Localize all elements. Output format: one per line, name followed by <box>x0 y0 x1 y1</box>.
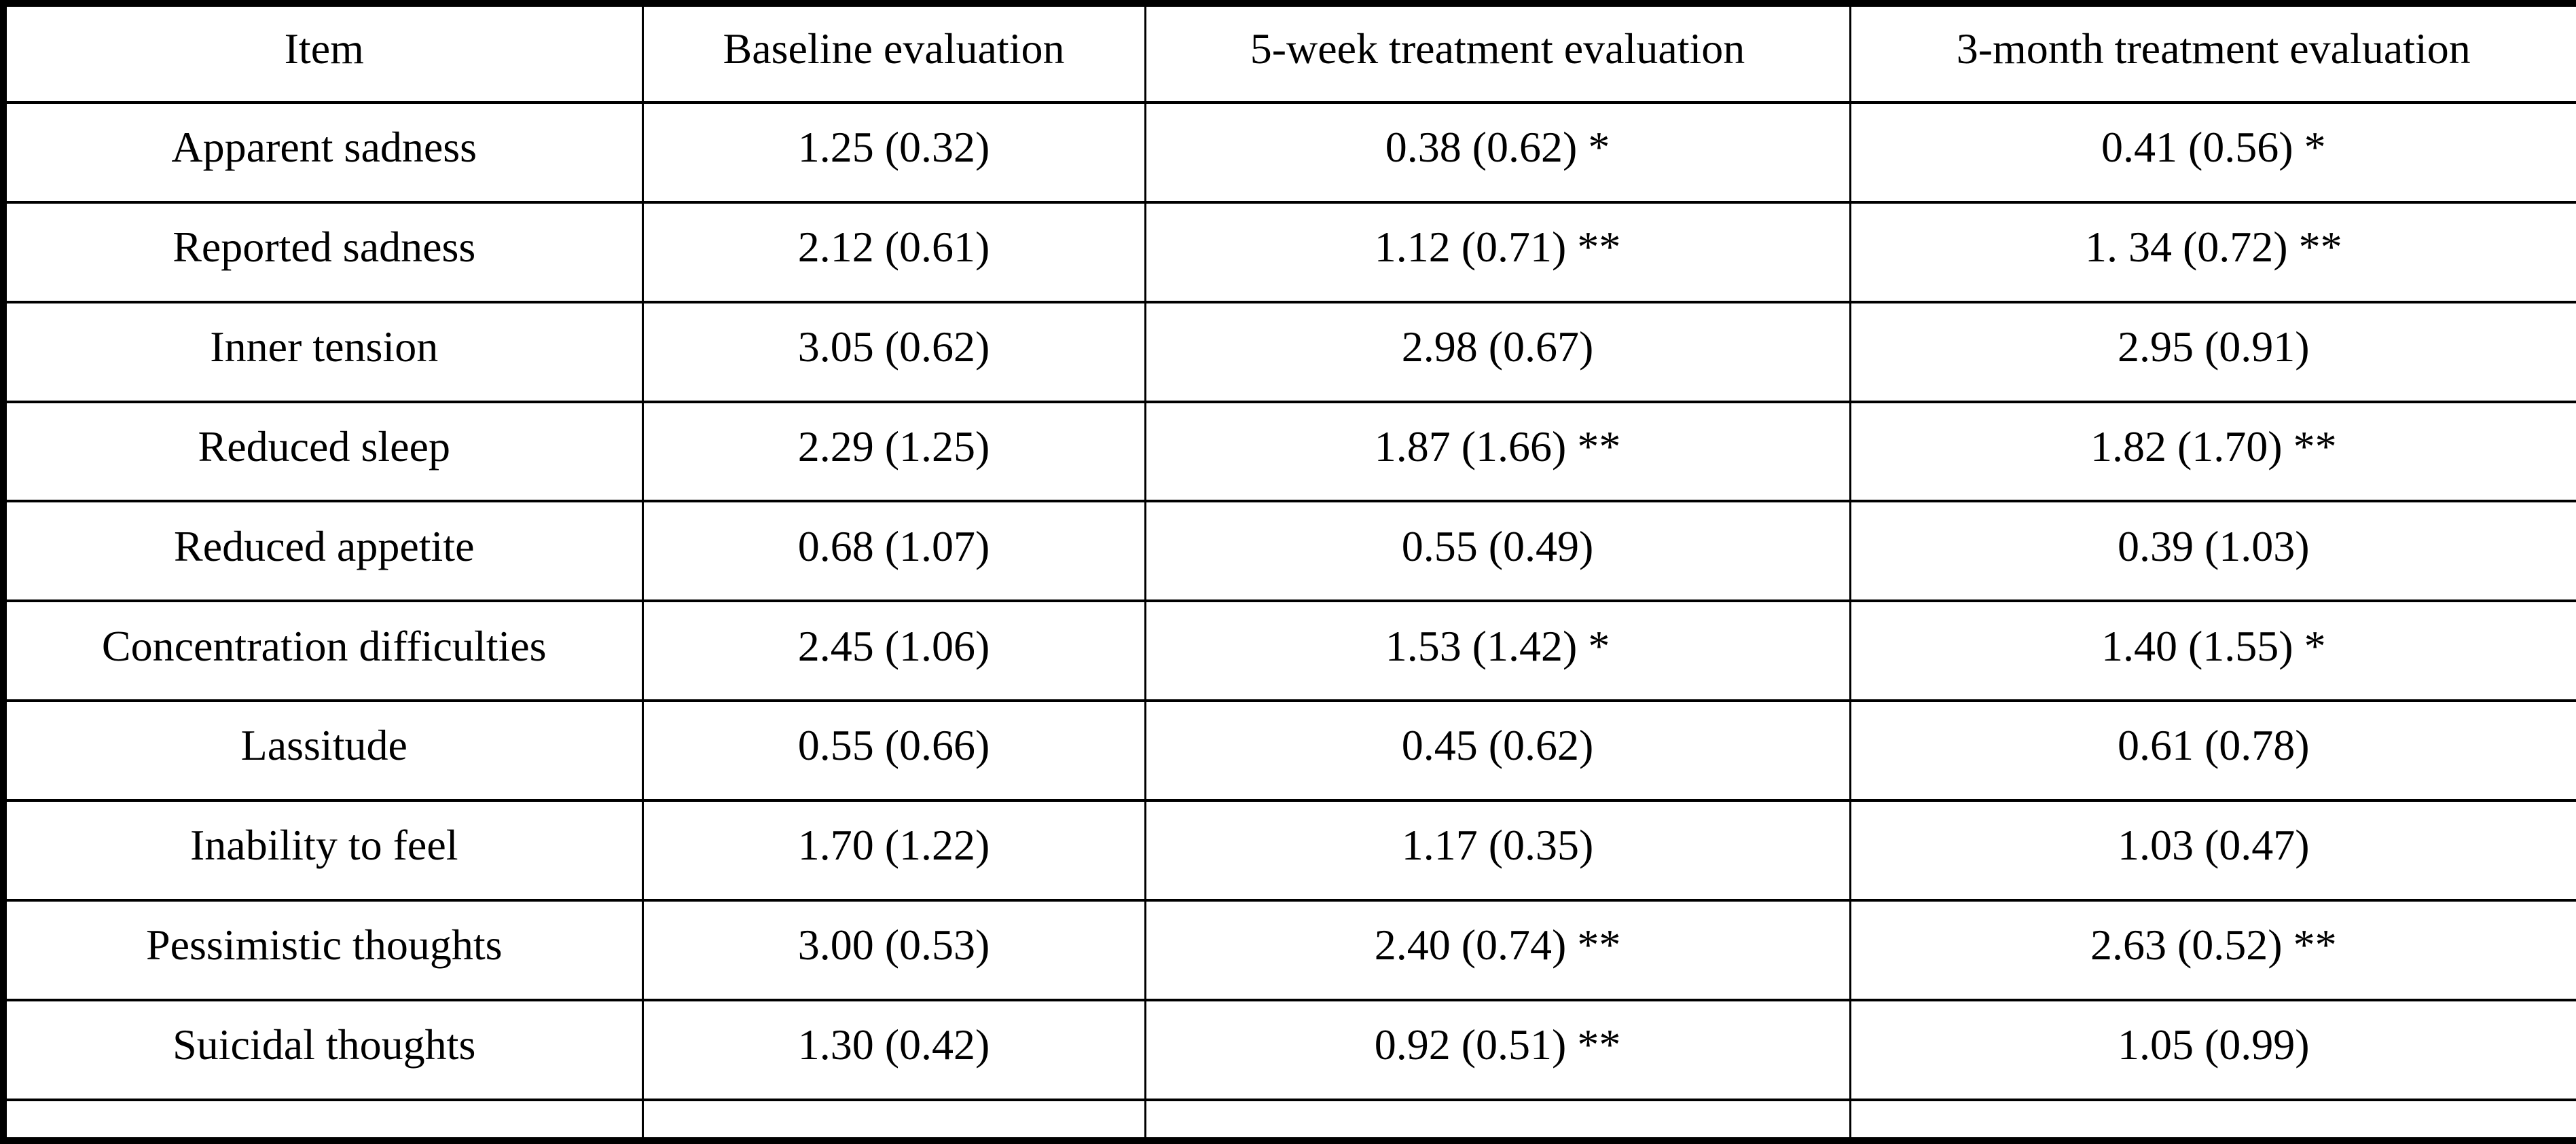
column-header-item: Item <box>2 2 644 104</box>
week5-cell: 0.45 (0.62) <box>1144 699 1851 802</box>
baseline-cell: 1.70 (1.22) <box>641 799 1146 902</box>
item-cell: Apparent sadness <box>2 101 644 204</box>
table-row: Inability to feel 1.70 (1.22) 1.17 (0.35… <box>2 799 2576 902</box>
baseline-cell: 2.45 (1.06) <box>641 599 1146 703</box>
table-row: Concentration difficulties 2.45 (1.06) 1… <box>2 599 2576 703</box>
item-cell: Suicidal thoughts <box>2 998 644 1101</box>
month3-cell: 1. 34 (0.72) ** <box>1849 200 2576 303</box>
baseline-cell: 0.68 (1.07) <box>641 500 1146 603</box>
baseline-cell: 2.12 (0.61) <box>641 200 1146 303</box>
month3-cell: 0.41 (0.56) * <box>1849 101 2576 204</box>
item-cell: Concentration difficulties <box>2 599 644 703</box>
week5-cell: 1.53 (1.42) * <box>1144 599 1851 703</box>
month3-cell: 0.61 (0.78) <box>1849 699 2576 802</box>
month3-cell: 0.39 (1.03) <box>1849 500 2576 603</box>
item-cell: Reduced sleep <box>2 400 644 503</box>
column-header-5-week: 5-week treatment evaluation <box>1144 2 1851 104</box>
month3-cell <box>1849 1098 2576 1143</box>
month3-cell: 2.95 (0.91) <box>1849 300 2576 403</box>
week5-cell: 2.40 (0.74) ** <box>1144 898 1851 1001</box>
month3-cell: 2.63 (0.52) ** <box>1849 898 2576 1001</box>
item-cell: Reported sadness <box>2 200 644 303</box>
week5-cell: 1.87 (1.66) ** <box>1144 400 1851 503</box>
month3-cell: 1.03 (0.47) <box>1849 799 2576 902</box>
baseline-cell: 0.55 (0.66) <box>641 699 1146 802</box>
table-row: Lassitude 0.55 (0.66) 0.45 (0.62) 0.61 (… <box>2 699 2576 802</box>
baseline-cell: 3.00 (0.53) <box>641 898 1146 1001</box>
baseline-cell: 3.05 (0.62) <box>641 300 1146 403</box>
baseline-cell: 1.25 (0.32) <box>641 101 1146 204</box>
week5-cell: 0.92 (0.51) ** <box>1144 998 1851 1101</box>
month3-cell: 1.40 (1.55) * <box>1849 599 2576 703</box>
empty-table-row <box>2 1098 2576 1143</box>
header-row: Item Baseline evaluation 5-week treatmen… <box>2 2 2576 104</box>
item-cell: Lassitude <box>2 699 644 802</box>
table-row: Pessimistic thoughts 3.00 (0.53) 2.40 (0… <box>2 898 2576 1001</box>
table-row: Reported sadness 2.12 (0.61) 1.12 (0.71)… <box>2 200 2576 303</box>
item-cell: Inability to feel <box>2 799 644 902</box>
week5-cell: 0.38 (0.62) * <box>1144 101 1851 204</box>
week5-cell: 2.98 (0.67) <box>1144 300 1851 403</box>
week5-cell: 1.12 (0.71) ** <box>1144 200 1851 303</box>
table-row: Inner tension 3.05 (0.62) 2.98 (0.67) 2.… <box>2 300 2576 403</box>
table-row: Suicidal thoughts 1.30 (0.42) 0.92 (0.51… <box>2 998 2576 1101</box>
week5-cell: 0.55 (0.49) <box>1144 500 1851 603</box>
week5-cell: 1.17 (0.35) <box>1144 799 1851 902</box>
item-cell: Pessimistic thoughts <box>2 898 644 1001</box>
month3-cell: 1.05 (0.99) <box>1849 998 2576 1101</box>
item-cell: Inner tension <box>2 300 644 403</box>
item-cell <box>2 1098 644 1143</box>
baseline-cell: 2.29 (1.25) <box>641 400 1146 503</box>
column-header-3-month: 3-month treatment evaluation <box>1849 2 2576 104</box>
baseline-cell <box>641 1098 1146 1143</box>
month3-cell: 1.82 (1.70) ** <box>1849 400 2576 503</box>
baseline-cell: 1.30 (0.42) <box>641 998 1146 1101</box>
week5-cell <box>1144 1098 1851 1143</box>
column-header-baseline: Baseline evaluation <box>641 2 1146 104</box>
table-row: Reduced sleep 2.29 (1.25) 1.87 (1.66) **… <box>2 400 2576 503</box>
table-row: Apparent sadness 1.25 (0.32) 0.38 (0.62)… <box>2 101 2576 204</box>
item-cell: Reduced appetite <box>2 500 644 603</box>
table-row: Reduced appetite 0.68 (1.07) 0.55 (0.49)… <box>2 500 2576 603</box>
